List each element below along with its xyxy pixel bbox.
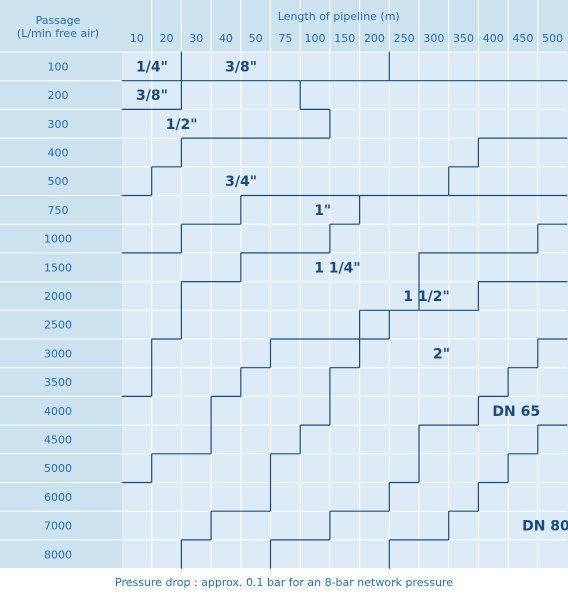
row-label: 8000 <box>44 548 72 561</box>
row-label: 5000 <box>44 462 72 475</box>
row-label: 6000 <box>44 491 72 504</box>
column-label: 350 <box>453 32 474 45</box>
row-label: 300 <box>48 118 69 131</box>
column-label: 50 <box>249 32 263 45</box>
column-label: 20 <box>160 32 174 45</box>
column-label: 300 <box>423 32 444 45</box>
column-label: 150 <box>334 32 355 45</box>
column-label: 30 <box>189 32 203 45</box>
row-header: Passage(L/min free air) <box>17 14 99 40</box>
column-label: 250 <box>394 32 415 45</box>
zone-label: 2" <box>433 346 450 362</box>
zone-label: 1" <box>314 203 331 219</box>
row-label: 1500 <box>44 261 72 274</box>
row-label: 3500 <box>44 376 72 389</box>
row-header-line: Passage <box>36 14 81 27</box>
zone-label: 1 1/2" <box>403 289 450 305</box>
row-label: 1000 <box>44 233 72 246</box>
row-header-line: (L/min free air) <box>17 27 99 40</box>
row-label: 100 <box>48 60 69 73</box>
zone-label: DN 65 <box>492 404 540 420</box>
zone-label: 3/4" <box>225 174 257 190</box>
pressure-drop-note: Pressure drop : approx. 0.1 bar for an 8… <box>115 576 453 589</box>
column-label: 40 <box>219 32 233 45</box>
row-label: 7000 <box>44 520 72 533</box>
row-label: 2500 <box>44 319 72 332</box>
row-label: 500 <box>48 175 69 188</box>
row-label: 750 <box>48 204 69 217</box>
column-label: 400 <box>483 32 504 45</box>
zone-label: 1/4" <box>136 59 168 75</box>
zone-labels: 1/4" 3/8" 3/8" 1/2" 3/4" 1" 1 1/4" 1 1/2" 2" DN 6… <box>136 59 568 534</box>
column-headers: Length of pipeline (m) 10 20 30 40 50 75 100 150… <box>130 10 563 45</box>
zone-boundaries <box>122 52 568 569</box>
row-label: 200 <box>48 89 69 102</box>
row-label: 4500 <box>44 433 72 446</box>
zone-label: 3/8" <box>225 59 257 75</box>
column-label: 450 <box>512 32 533 45</box>
row-label: 3000 <box>44 347 72 360</box>
column-label: 75 <box>278 32 292 45</box>
column-label: 500 <box>542 32 563 45</box>
zone-label: 1/2" <box>166 117 198 133</box>
row-labels: 100 200 300 400 500 750 1000 1500 2000 2500 3000 35… <box>44 60 72 561</box>
row-label: 400 <box>48 146 69 159</box>
zone-label: 3/8" <box>136 88 168 104</box>
row-label: 4000 <box>44 405 72 418</box>
pipe-sizing-chart: Passage(L/min free air) Length of pipeli… <box>0 0 568 570</box>
column-label: 100 <box>305 32 326 45</box>
column-label: 200 <box>364 32 385 45</box>
zone-label: DN 80 <box>522 519 568 535</box>
column-header-title: Length of pipeline (m) <box>278 10 400 23</box>
row-label: 2000 <box>44 290 72 303</box>
column-label: 10 <box>130 32 144 45</box>
zone-label: 1 1/4" <box>314 260 361 276</box>
